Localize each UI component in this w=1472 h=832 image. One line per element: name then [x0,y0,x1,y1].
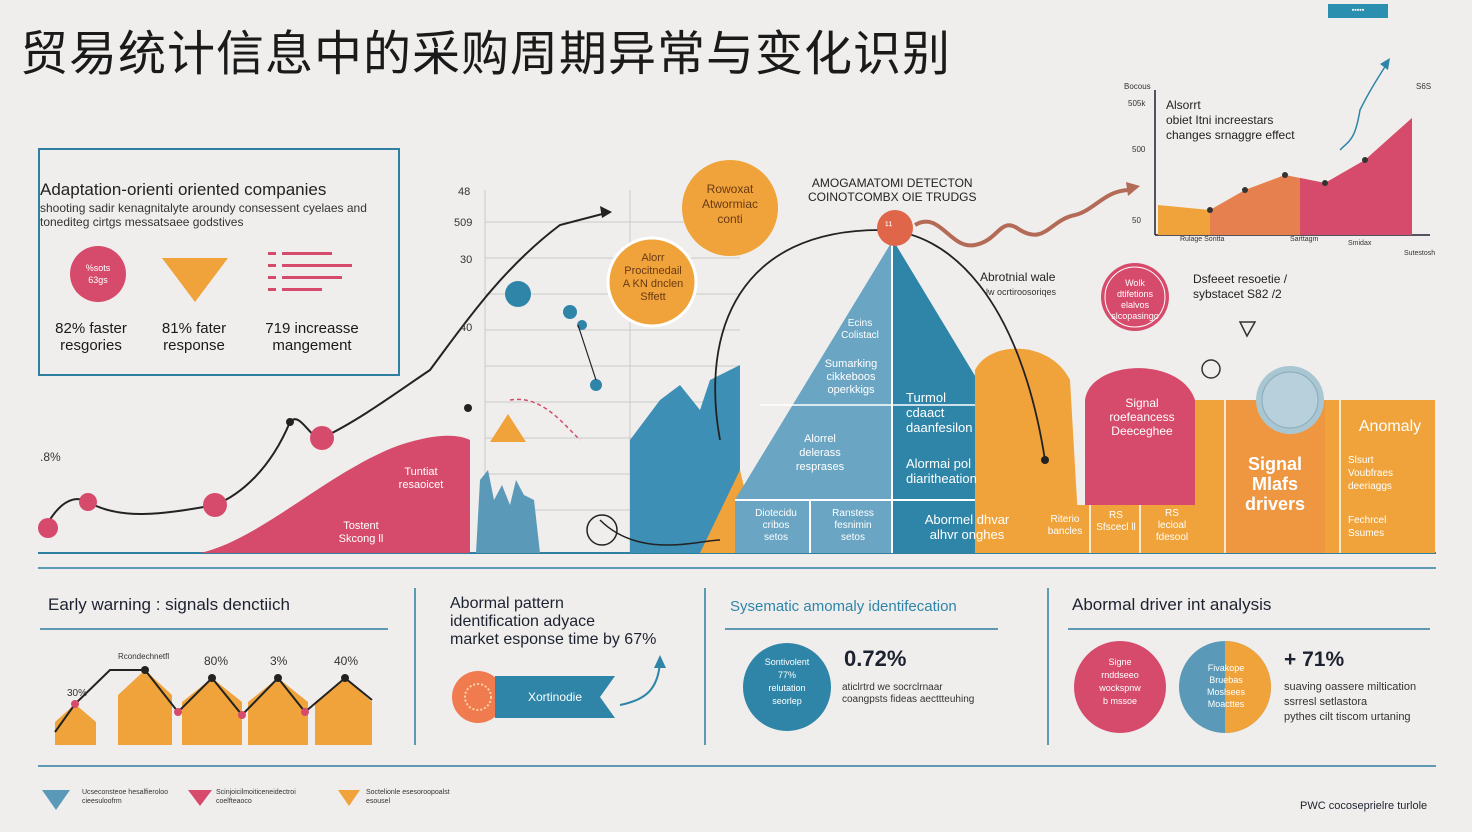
inset-x-tick-1: Rulage Sontta [1180,236,1225,243]
pyramid-label-a: Sumarking cikkeboos operkkigs [824,358,878,396]
early-warning-label-1: Rcondechnetfl [118,652,170,661]
anomaly-detection-header: AMOGAMATOMI DETECTON COINOTCOMBX OIE TRU… [808,176,977,204]
footer-source: PWC cocoseprielre turlole [1300,800,1428,812]
pink-hill-label-top: Tuntiat resaoicet [398,466,444,491]
driver-circle-1-text: Signe rnddseeo wockspnw b mssoe [1099,657,1141,706]
driver-circle-2-text: Fivakope Bruebas Moslsees Moacttes [1206,663,1245,709]
peak-circle-label: ¹¹ [885,220,893,232]
y-tick-2: 509 [454,217,473,229]
legend-item-2: Scinjoicilmoiticeneidectroi coelfteaoco [216,789,296,805]
early-warning-label-2: 80% [204,654,229,668]
y-tick-3: 30 [460,254,473,266]
orange-cell-1: Riterio bancles [1047,514,1083,537]
stat-faster-response: 81% fater response [161,320,227,354]
down-triangle-icon [162,258,228,302]
signal-group-label: Signal roefeancess Deeceghee [1109,396,1175,438]
adaptation-panel [38,148,400,376]
systematic-description: aticlrtrd we socrclrnaar coangpsts fidea… [842,682,975,705]
panel-subtext: shooting sadir kenagnitalyte aroundy con… [40,201,367,229]
inset-x-label: Sutestosh [1404,250,1436,257]
systematic-heading: Sysematic amomaly identifecation [730,598,957,615]
systematic-big-value: 0.72% [844,646,907,671]
inset-top-right: S6S [1416,82,1432,91]
pink-hill-label-bottom: Tostent Skcong ll [338,520,384,545]
anomaly-label: Anomaly [1358,418,1422,435]
bubble-abnormal-effect: Alorr Procitnedail A KN dnclen Sffett [622,252,684,303]
legend-item-1: Ucseconsteoe hesalfieroloo cieesuloofrm [82,789,168,805]
percent-circle-icon: %sots 63gs [70,246,126,302]
early-warning-label-4: 40% [334,654,359,668]
inset-x-tick-3: Smidax [1348,240,1372,247]
corner-tag: ▪▪▪▪▪ [1328,4,1388,18]
pyramid-cell-3: Abormel dhvar alhvr onghes [924,512,1010,542]
pyramid-label-b: Turmol cdaact daanfesilon [906,390,973,435]
anomaly-ratio-subtitle: lw ocrtiroosoriqes [986,287,1057,297]
legend-item-3: Soctelionle esesoroopoalst esousel [366,789,450,805]
abnormal-pattern-heading: Abormal pattern identification adyace ma… [450,595,657,648]
driver-analysis-heading: Abormal driver int analysis [1072,595,1272,614]
driver-value: + 71% [1284,648,1345,671]
inset-y-tick-4: 50 [1132,216,1141,225]
abnormal-pattern-button: Xortinodie [527,690,583,704]
y-tick-4: 40 [460,322,473,334]
page-title: 贸易统计信息中的采购周期异常与变化识别 [20,26,952,82]
inset-x-tick-2: Sarttagm [1290,236,1319,243]
pyramid-label-d: Alormai pol diaritheation [906,456,977,486]
inset-y-tick-2: 505k [1128,99,1146,108]
signal-drivers-label: Signal Mlafs drivers [1244,454,1306,514]
panel-heading: Adaptation-orienti oriented companies [40,180,327,199]
pyramid-cell-1: Diotecidu cribos setos [755,508,797,543]
pyramid-cell-2: Ranstess fesnimin setos [832,508,874,543]
inset-y-tick-3: 500 [1132,145,1146,154]
inset-y-tick-1: Bocous [1124,82,1151,91]
stat-faster-responses: 82% faster resgories [55,320,127,354]
orange-cell-2: RS Sfscecl ll [1096,510,1136,533]
y-tick-1: 48 [458,186,471,198]
list-lines-icon [268,252,352,291]
pyramid-label-c: Alorrel delerass resprases [795,433,845,473]
early-warning-label-3: 3% [270,654,288,668]
driver-description: suaving oassere miltication ssrresl setl… [1284,681,1417,723]
bubble-anomaly-control: Rowoxat Atwormiac conti [701,182,758,226]
anomaly-sublabel-2: Fechrcel Ssumes [1348,515,1387,539]
pink-small-circle-text: Wolk dtifetions elalvos slcopasingo [1111,278,1159,321]
pyramid-top-label: Ecins Colistacl [841,318,879,341]
inset-annotation: Alsorrt obiet Itni increestars changes s… [1166,98,1295,142]
systematic-circle-text: Sontivolent 77% relutation seorlep [764,657,810,706]
anomaly-ratio-title: Abrotnial wale [980,270,1056,284]
left-percent-label: .8% [40,450,61,464]
anomaly-sublabel: Slsurt Voubfraes deeriaggs [1348,455,1394,492]
early-warning-start-label: 30% [67,688,88,699]
orange-cell-3: RS lecioal fdesool [1155,508,1189,543]
detect-label: Dsfeeet resoetie / sybstacet S82 /2 [1193,272,1288,301]
stat-increase-management: 719 increasse mangement [265,320,359,354]
early-warning-heading: Early warning : signals denctiich [48,595,290,614]
